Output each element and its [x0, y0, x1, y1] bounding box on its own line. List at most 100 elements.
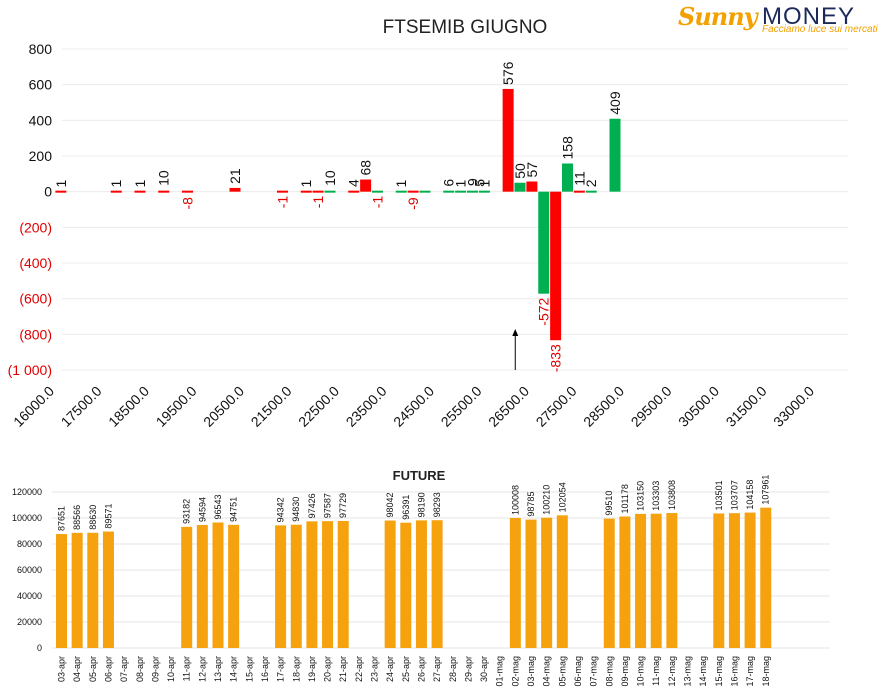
data-label: -8 — [180, 197, 196, 210]
future-bar — [290, 524, 302, 648]
data-label: -1 — [310, 196, 326, 209]
data-label: 10 — [156, 170, 172, 186]
data-label: 94830 — [291, 497, 301, 522]
data-label: 2 — [583, 179, 599, 187]
future-bar — [71, 532, 83, 648]
data-label: 21 — [227, 168, 243, 184]
data-label: 11 — [571, 171, 587, 186]
x-tick-label: 33000.0 — [770, 383, 817, 430]
option-bar — [478, 190, 490, 193]
x-tick-label: 20-apr — [323, 656, 333, 682]
y-tick-label: 80000 — [17, 539, 42, 549]
y-tick-label: 200 — [29, 148, 53, 164]
data-label: 96391 — [401, 495, 411, 520]
data-label: 1 — [132, 179, 148, 187]
future-bar — [556, 515, 568, 648]
y-tick-label: 40000 — [17, 591, 42, 601]
future-bar — [102, 531, 114, 648]
x-tick-label: 11-mag — [651, 656, 661, 686]
x-tick-label: 09-apr — [150, 656, 160, 682]
future-bar — [87, 532, 99, 648]
x-tick-label: 29-apr — [463, 656, 473, 682]
x-tick-label: 12-mag — [667, 656, 677, 687]
x-tick-label: 22500.0 — [295, 383, 342, 430]
data-label: 98293 — [432, 492, 442, 517]
top-chart-bars — [55, 88, 621, 341]
data-label: 93182 — [182, 499, 192, 524]
future-bar — [619, 516, 631, 648]
data-label: 97729 — [338, 493, 348, 518]
data-label: -1 — [275, 196, 291, 209]
data-label: 1 — [298, 179, 314, 187]
data-label: 57 — [524, 162, 540, 178]
data-label: 158 — [560, 136, 576, 160]
option-bar — [502, 88, 514, 192]
data-label: 97426 — [307, 493, 317, 518]
x-tick-label: 13-mag — [683, 656, 693, 687]
future-bar — [415, 520, 427, 648]
option-bar — [372, 190, 383, 193]
future-bar — [196, 525, 208, 648]
y-tick-label: (600) — [19, 291, 52, 307]
option-bar — [324, 190, 336, 193]
x-tick-label: 05-apr — [88, 656, 98, 682]
x-tick-label: 14-apr — [229, 656, 239, 682]
option-bar — [110, 190, 122, 193]
y-tick-label: 100000 — [12, 513, 42, 523]
option-bar — [467, 190, 478, 193]
x-tick-label: 31500.0 — [723, 383, 770, 430]
data-label: 103150 — [636, 481, 646, 511]
future-bar — [635, 513, 647, 648]
future-bar — [509, 517, 521, 648]
x-tick-label: 24-apr — [385, 656, 395, 682]
option-bar — [585, 190, 597, 193]
future-bar — [744, 512, 756, 648]
x-tick-label: 27-apr — [432, 656, 442, 682]
x-tick-label: 30-apr — [479, 656, 489, 682]
y-tick-label: 400 — [29, 112, 53, 128]
x-tick-label: 15-apr — [244, 656, 254, 682]
future-bar — [384, 520, 396, 648]
future-bar — [322, 521, 334, 648]
x-tick-label: 08-mag — [604, 656, 614, 687]
option-bar — [538, 191, 550, 294]
x-tick-label: 18-apr — [291, 656, 301, 682]
top-chart-x-axis: 16000.0 17500.0 18500.0 19500.0 20500.0 21500… — [10, 383, 817, 430]
option-bar — [348, 190, 360, 193]
y-tick-label: (800) — [19, 326, 52, 342]
future-bar — [666, 513, 678, 648]
top-chart-annotation — [512, 328, 519, 370]
x-tick-label: 10-mag — [636, 656, 646, 687]
x-tick-label: 29500.0 — [628, 383, 675, 430]
data-label: 100008 — [510, 485, 520, 515]
x-tick-label: 09-mag — [620, 656, 630, 687]
top-chart-y-axis: 800 600 400 200 0 (200) (400) (600) (800) (1 000) — [8, 41, 53, 378]
data-label: 104158 — [745, 480, 755, 510]
future-bar — [650, 513, 662, 648]
x-tick-label: 24500.0 — [390, 383, 437, 430]
future-bar — [337, 520, 349, 648]
y-tick-label: 60000 — [17, 565, 42, 575]
data-label: 88566 — [72, 505, 82, 530]
y-tick-label: 0 — [44, 184, 52, 200]
future-chart-x-axis: 03-apr 04-apr 05-apr 06-apr 07-apr 08-apr 09-a… — [57, 656, 771, 687]
option-bar — [609, 118, 621, 192]
data-label: 576 — [500, 61, 516, 85]
option-bar — [573, 190, 585, 193]
x-tick-label: 19-apr — [307, 656, 317, 682]
data-label: 5 — [472, 179, 488, 187]
option-bar — [300, 190, 312, 193]
data-label: 50 — [512, 163, 528, 179]
x-tick-label: 01-mag — [495, 656, 505, 687]
x-tick-label: 03-mag — [526, 656, 536, 687]
x-tick-label: 10-apr — [166, 656, 176, 682]
x-tick-label: 28-apr — [448, 656, 458, 682]
data-label: 96543 — [213, 494, 223, 519]
future-bar — [603, 518, 615, 648]
x-tick-label: 04-apr — [72, 656, 82, 682]
option-bar — [419, 190, 431, 193]
x-tick-label: 20500.0 — [200, 383, 247, 430]
future-chart-data-labels: 87651 88566 88630 89571 93182 94594 96543 94751… — [57, 475, 771, 531]
data-label: 9 — [465, 178, 481, 186]
x-tick-label: 16-mag — [729, 656, 739, 687]
